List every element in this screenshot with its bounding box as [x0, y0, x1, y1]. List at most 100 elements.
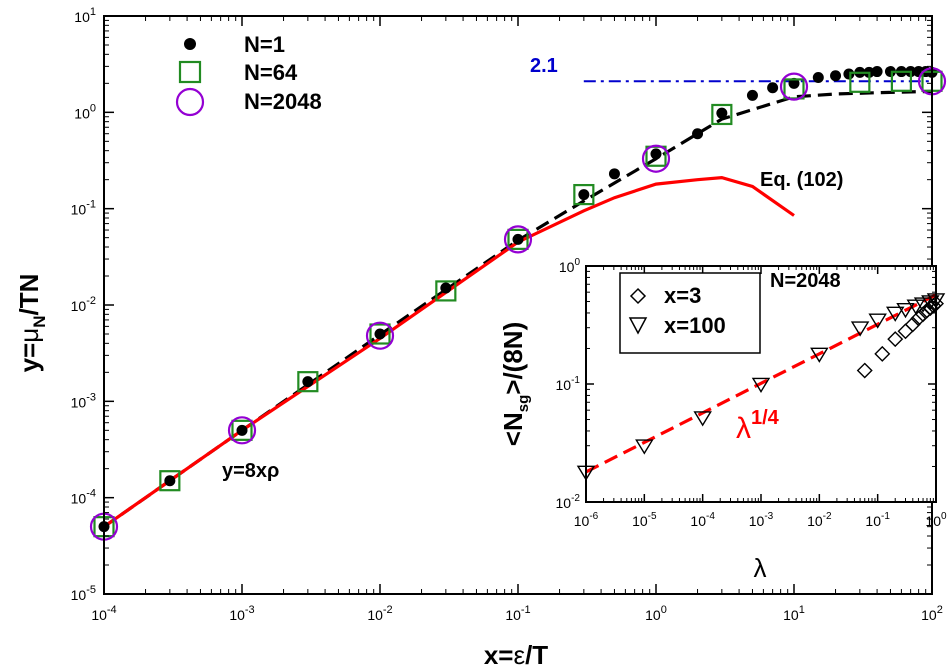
inset-x-axis-label: λ [754, 553, 767, 583]
inset-points [576, 293, 946, 481]
main-points [89, 66, 947, 541]
x-tick-label: 10-4 [690, 511, 715, 529]
inset-legend-entry-x3: x=3 [629, 283, 701, 308]
data-point-filled-circle [716, 107, 728, 119]
y-tick-label: 101 [74, 6, 96, 25]
data-point-open-diamond [887, 331, 904, 348]
legend-label-n2048: N=2048 [244, 89, 322, 114]
x-tick-label: 100 [925, 511, 947, 529]
data-point-open-diamond [856, 362, 873, 379]
legend-label-n64: N=64 [244, 60, 298, 85]
data-point-open-square [849, 71, 871, 93]
curve-line-0 [585, 293, 937, 474]
main-y-axis-label: y=μN/TN [14, 274, 49, 373]
data-point-open-triangle-down [751, 377, 771, 393]
data-point-filled-circle [788, 77, 800, 89]
data-point-filled-circle [440, 282, 452, 294]
x-tick-label: 10-2 [367, 604, 392, 623]
inset-legend-marker-open-diamond [629, 287, 647, 305]
inset-legend-entry-x100: x=100 [628, 313, 726, 338]
main-x-axis-label: x=ε/T [484, 640, 548, 670]
x-tick-label: 10-5 [632, 511, 657, 529]
x-tick-label: 10-3 [749, 511, 774, 529]
data-point-open-diamond [910, 310, 927, 327]
data-point-open-square [890, 70, 912, 92]
inset-legend: x=3 x=100 [619, 272, 761, 354]
data-point-open-triangle-down [896, 302, 915, 319]
data-point-open-square [369, 323, 391, 345]
main-axis-ticks: 10-4 10-3 10-2 10-1 100 101 10210-510-410-310-… [71, 6, 943, 623]
main-plot: 10-4 10-3 10-2 10-1 100 101 10210-510-410-310-… [14, 6, 947, 670]
data-point-open-triangle-down [850, 321, 870, 337]
data-point-open-square [507, 228, 529, 250]
data-point-open-triangle-down [810, 347, 829, 363]
x-tick-label: 10-1 [505, 604, 530, 623]
data-point-filled-circle [830, 70, 842, 82]
annotation-2-1: 2.1 [530, 55, 558, 77]
legend-marker-open-square [178, 60, 202, 84]
data-point-filled-circle [767, 82, 779, 94]
data-point-filled-circle [302, 376, 314, 388]
data-point-open-triangle-down [921, 295, 940, 311]
data-point-open-square [711, 103, 733, 126]
y-tick-label: 10-1 [71, 199, 96, 218]
data-point-filled-circle [236, 424, 248, 436]
inset-annotation-n2048: N=2048 [770, 270, 841, 292]
data-point-open-square [783, 78, 805, 100]
data-point-open-triangle-down [868, 313, 887, 329]
data-point-open-circle [365, 321, 395, 350]
x-tick-label: 10-4 [91, 604, 116, 623]
legend-marker-filled-circle [184, 38, 196, 50]
y-tick-label: 10-3 [71, 391, 96, 410]
x-tick-label: 10-6 [574, 511, 599, 529]
data-point-open-triangle-down [885, 306, 905, 322]
data-point-open-circle [227, 416, 257, 445]
y-tick-label: 10-5 [71, 584, 96, 603]
x-tick-label: 10-3 [229, 604, 254, 623]
inset-plot: 10-6 10-5 10-4 10-3 10-2 10-1 100 10-2 10-1 100 x… [498, 257, 947, 583]
y-tick-label: 10-4 [71, 488, 96, 507]
inset-curves [585, 293, 937, 474]
data-point-filled-circle [843, 68, 855, 80]
y-tick-label: 100 [559, 257, 581, 275]
data-point-filled-circle [650, 148, 662, 160]
inset-legend-label-x3: x=3 [664, 283, 701, 308]
y-tick-label: 100 [74, 102, 96, 121]
data-point-open-circle [779, 72, 809, 101]
data-point-filled-circle [578, 189, 590, 201]
inset-legend-marker-open-triangle [628, 317, 648, 335]
data-point-open-square [159, 470, 181, 492]
data-point-open-square [573, 183, 595, 206]
data-point-open-square [297, 371, 319, 393]
data-point-filled-circle [164, 475, 176, 487]
data-point-open-square [231, 419, 253, 441]
data-point-filled-circle [692, 128, 704, 140]
main-legend: N=1 N=64 N=2048 [175, 32, 322, 117]
data-point-open-circle [503, 225, 533, 254]
data-point-filled-circle [812, 71, 824, 83]
annotation-y-8x-rho: y=8xρ [222, 460, 279, 482]
y-tick-label: 10-2 [556, 493, 581, 511]
y-tick-label: 10-2 [71, 295, 96, 314]
curve-line-1 [103, 175, 795, 529]
data-point-filled-circle [608, 168, 620, 180]
data-point-open-diamond [874, 345, 891, 362]
data-point-filled-circle [746, 89, 758, 101]
data-point-open-circle [641, 144, 671, 173]
data-point-open-diamond [904, 316, 921, 333]
data-point-open-triangle-down [693, 411, 712, 427]
inset-legend-label-x100: x=100 [664, 313, 726, 338]
data-point-open-square [435, 280, 457, 302]
data-point-filled-circle [512, 233, 524, 245]
data-point-filled-circle [884, 66, 896, 78]
inset-fit-label: λ1/4 [736, 407, 780, 445]
annotation-eq-102: Eq. (102) [760, 169, 843, 191]
y-tick-label: 10-1 [556, 375, 581, 393]
inset-y-axis-label: <Nsg>/(8N) [498, 322, 532, 446]
legend-entry-n64: N=64 [178, 60, 298, 85]
inset-axis-ticks: 10-6 10-5 10-4 10-3 10-2 10-1 100 10-2 10-1 100 [556, 257, 947, 529]
legend-entry-n2048: N=2048 [175, 87, 322, 117]
x-tick-label: 101 [783, 604, 805, 623]
inset-legend-box [619, 272, 761, 354]
